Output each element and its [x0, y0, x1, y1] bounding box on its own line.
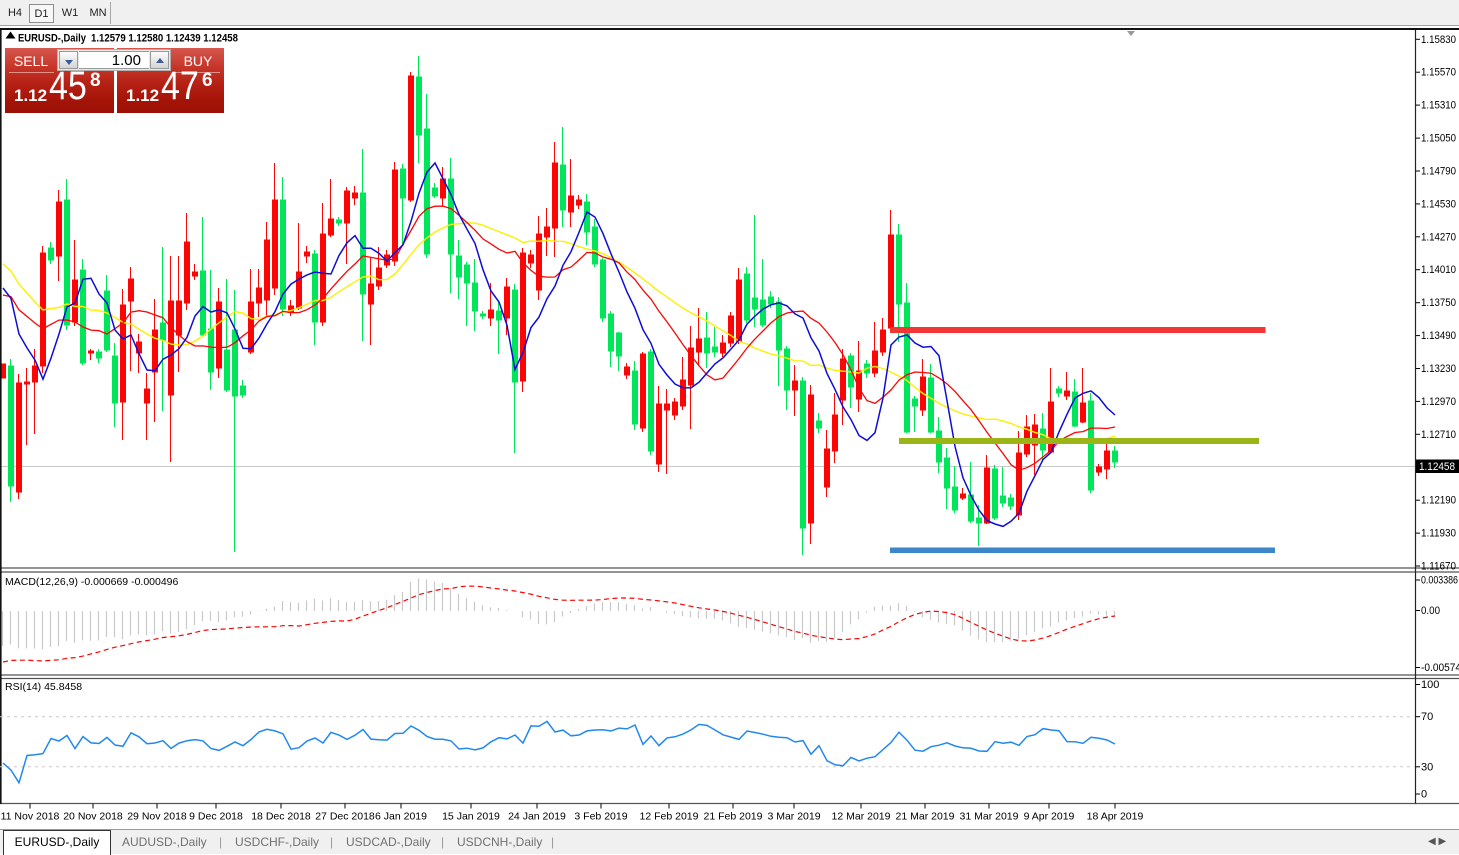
svg-text:3 Feb 2019: 3 Feb 2019 — [574, 811, 627, 823]
svg-text:1.12579 1.12580 1.12439 1.1245: 1.12579 1.12580 1.12439 1.12458 — [91, 33, 238, 45]
svg-text:1.14010: 1.14010 — [1421, 264, 1456, 276]
svg-text:1.15830: 1.15830 — [1421, 34, 1456, 46]
svg-text:EURUSD-,Daily: EURUSD-,Daily — [18, 33, 87, 45]
svg-text:1.13750: 1.13750 — [1421, 297, 1456, 309]
svg-text:27 Dec 2018: 27 Dec 2018 — [315, 811, 375, 823]
svg-text:21 Feb 2019: 21 Feb 2019 — [704, 811, 763, 823]
svg-text:1.11930: 1.11930 — [1421, 528, 1456, 540]
svg-text:1.13490: 1.13490 — [1421, 330, 1456, 342]
svg-text:11 Nov 2018: 11 Nov 2018 — [1, 811, 60, 823]
svg-text:1.12710: 1.12710 — [1421, 429, 1456, 441]
svg-text:24 Jan 2019: 24 Jan 2019 — [508, 811, 566, 823]
svg-text:29 Nov 2018: 29 Nov 2018 — [127, 811, 187, 823]
svg-text:15 Jan 2019: 15 Jan 2019 — [442, 811, 500, 823]
svg-text:18 Apr 2019: 18 Apr 2019 — [1087, 811, 1144, 823]
svg-text:3 Mar 2019: 3 Mar 2019 — [767, 811, 820, 823]
svg-text:1.12970: 1.12970 — [1421, 396, 1456, 408]
svg-text:1.12458: 1.12458 — [1419, 461, 1455, 473]
svg-text:-0.00574: -0.00574 — [1421, 662, 1459, 674]
svg-text:12 Feb 2019: 12 Feb 2019 — [640, 811, 699, 823]
svg-text:1.12190: 1.12190 — [1421, 495, 1456, 507]
svg-text:6 Jan 2019: 6 Jan 2019 — [375, 811, 427, 823]
svg-text:0.00: 0.00 — [1421, 605, 1440, 617]
svg-text:9 Dec 2018: 9 Dec 2018 — [189, 811, 243, 823]
svg-text:21 Mar 2019: 21 Mar 2019 — [896, 811, 955, 823]
svg-text:18 Dec 2018: 18 Dec 2018 — [251, 811, 311, 823]
svg-text:1.14270: 1.14270 — [1421, 231, 1456, 243]
svg-text:RSI(14) 45.8458: RSI(14) 45.8458 — [5, 681, 82, 693]
svg-text:100: 100 — [1421, 679, 1439, 691]
svg-text:1.15570: 1.15570 — [1421, 67, 1456, 79]
svg-text:70: 70 — [1421, 711, 1433, 723]
svg-text:1.11670: 1.11670 — [1421, 561, 1456, 573]
svg-text:9 Apr 2019: 9 Apr 2019 — [1024, 811, 1075, 823]
svg-text:1.15050: 1.15050 — [1421, 133, 1456, 145]
svg-text:12 Mar 2019: 12 Mar 2019 — [832, 811, 891, 823]
svg-text:1.14530: 1.14530 — [1421, 198, 1456, 210]
svg-text:MACD(12,26,9) -0.000669 -0.000: MACD(12,26,9) -0.000669 -0.000496 — [5, 576, 179, 588]
svg-text:0: 0 — [1421, 789, 1427, 801]
svg-text:30: 30 — [1421, 761, 1433, 773]
svg-text:0.003386: 0.003386 — [1421, 575, 1458, 587]
svg-text:31 Mar 2019: 31 Mar 2019 — [960, 811, 1019, 823]
svg-text:1.14790: 1.14790 — [1421, 165, 1456, 177]
svg-text:20 Nov 2018: 20 Nov 2018 — [63, 811, 123, 823]
svg-text:1.15310: 1.15310 — [1421, 100, 1456, 112]
svg-text:1.13230: 1.13230 — [1421, 363, 1456, 375]
